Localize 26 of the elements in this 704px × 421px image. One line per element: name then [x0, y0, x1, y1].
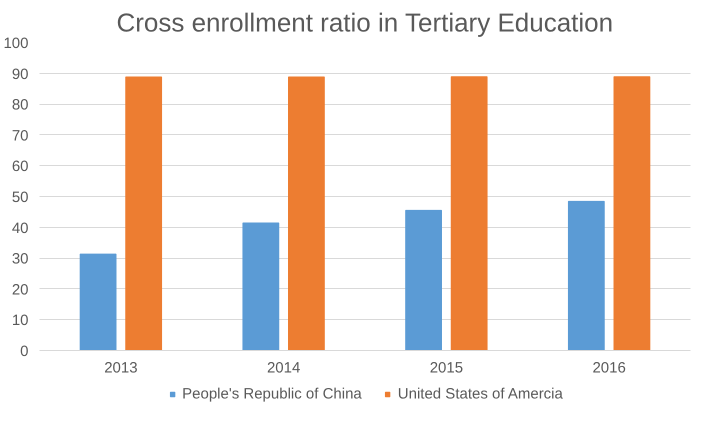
y-tick-label: 60 [12, 158, 29, 176]
x-tick-label: 2016 [592, 360, 626, 376]
legend-label: People's Republic of China [182, 386, 362, 402]
y-tick-label: 10 [12, 312, 29, 330]
chart-title: Cross enrollment ratio in Tertiary Education [116, 8, 614, 38]
y-tick-label: 20 [12, 281, 29, 298]
x-tick-label: 2014 [266, 360, 300, 376]
legend-label: United States of Amercia [398, 386, 563, 402]
x-tick-label: 2013 [104, 360, 138, 376]
y-tick-label: 0 [20, 343, 28, 360]
bar [614, 76, 650, 350]
bar [450, 76, 488, 350]
y-tick-label: 40 [12, 220, 29, 237]
y-tick-label: 70 [12, 127, 29, 144]
y-tick-label: 30 [12, 250, 29, 268]
bar [242, 222, 280, 350]
y-tick-label: 90 [12, 66, 29, 83]
y-tick-label: 50 [12, 189, 29, 206]
bar [405, 210, 442, 350]
y-tick-label: 100 [3, 35, 29, 52]
bar [288, 76, 325, 350]
x-tick-label: 2015 [430, 360, 464, 376]
bar [568, 200, 605, 350]
bar [80, 254, 116, 350]
y-tick-label: 80 [12, 96, 29, 114]
bar [125, 76, 162, 350]
